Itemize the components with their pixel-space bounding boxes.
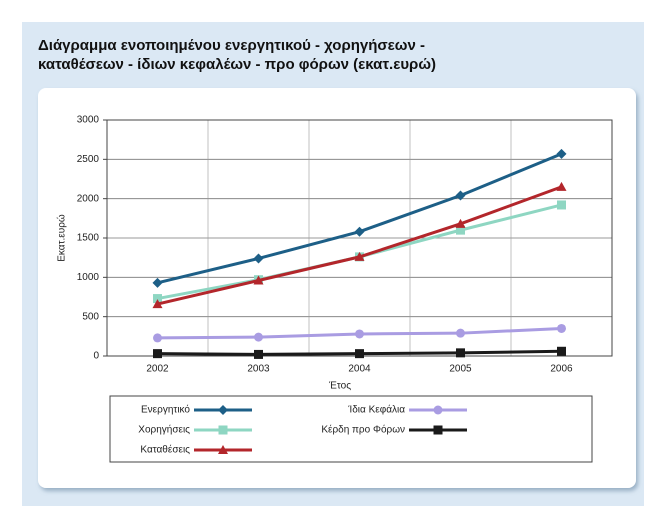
data-point	[355, 349, 364, 359]
data-point	[153, 349, 162, 359]
legend-marker	[433, 405, 443, 415]
y-tick-label: 500	[82, 311, 99, 322]
legend-marker	[218, 405, 228, 415]
data-point	[152, 299, 163, 309]
chart-title: Διάγραμμα ενοποιημένου ενεργητικού - χορ…	[38, 37, 425, 54]
data-point	[456, 328, 465, 338]
x-tick-label: 2002	[146, 364, 169, 375]
y-axis-label: Εκατ.ευρώ	[56, 214, 68, 262]
legend-label: Ίδια Κεφάλια	[347, 404, 405, 416]
data-point	[455, 218, 466, 228]
legend-marker	[218, 425, 228, 435]
legend-label: Κέρδη προ Φόρων	[321, 424, 405, 436]
data-point	[355, 329, 364, 339]
data-point	[557, 346, 566, 356]
legend-label: Ενεργητικό	[141, 404, 190, 416]
chart-title: καταθέσεων - ίδιων κεφαλέων - προ φόρων …	[38, 56, 436, 73]
data-point	[455, 190, 466, 201]
x-tick-label: 2003	[247, 364, 270, 375]
data-point	[557, 323, 566, 333]
chart-frame	[38, 88, 636, 488]
data-point	[254, 332, 263, 342]
data-point	[253, 275, 264, 285]
y-tick-label: 1500	[77, 233, 100, 244]
y-tick-label: 1000	[77, 272, 100, 283]
y-tick-label: 3000	[77, 115, 100, 126]
data-point	[253, 253, 264, 264]
x-tick-label: 2004	[348, 364, 371, 375]
x-tick-label: 2006	[550, 364, 573, 375]
data-point	[456, 225, 465, 235]
y-tick-label: 2000	[77, 193, 100, 204]
data-point	[354, 251, 365, 261]
legend-marker	[218, 445, 228, 454]
legend-box	[109, 395, 593, 463]
y-tick-label: 0	[93, 351, 99, 362]
data-point	[254, 349, 263, 359]
data-point	[354, 226, 365, 237]
x-tick-label: 2005	[449, 364, 472, 375]
legend-label: Καταθέσεις	[140, 444, 190, 456]
legend-marker	[433, 425, 443, 435]
data-point	[153, 333, 162, 343]
legend-label: Χορηγήσεις	[138, 424, 190, 436]
data-point	[557, 200, 566, 210]
data-point	[456, 348, 465, 358]
data-point	[152, 277, 163, 288]
data-point	[153, 294, 162, 304]
data-point	[556, 181, 567, 191]
y-tick-label: 2500	[77, 154, 100, 165]
data-point	[556, 148, 567, 159]
x-axis-label: Έτος	[328, 381, 351, 392]
